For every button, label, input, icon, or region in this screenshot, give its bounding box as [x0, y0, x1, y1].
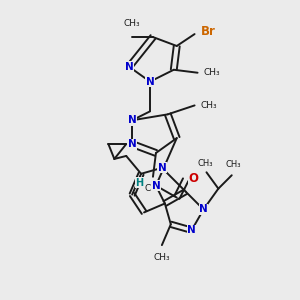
Text: CH₃: CH₃: [197, 159, 213, 168]
Text: N: N: [152, 181, 160, 191]
Text: N: N: [146, 76, 154, 87]
Text: CH₃: CH₃: [154, 253, 170, 262]
Text: H: H: [136, 178, 144, 188]
Text: N: N: [199, 204, 208, 214]
Text: CH₃: CH₃: [145, 184, 161, 193]
Text: CH₃: CH₃: [203, 68, 220, 77]
Text: CH₃: CH₃: [226, 160, 241, 169]
Text: N: N: [125, 62, 134, 72]
Text: N: N: [128, 139, 136, 149]
Text: CH₃: CH₃: [200, 101, 217, 110]
Text: N: N: [158, 163, 166, 173]
Text: N: N: [187, 225, 196, 235]
Text: N: N: [128, 115, 136, 125]
Text: O: O: [188, 172, 198, 185]
Text: Br: Br: [200, 25, 215, 38]
Text: CH₃: CH₃: [124, 19, 140, 28]
